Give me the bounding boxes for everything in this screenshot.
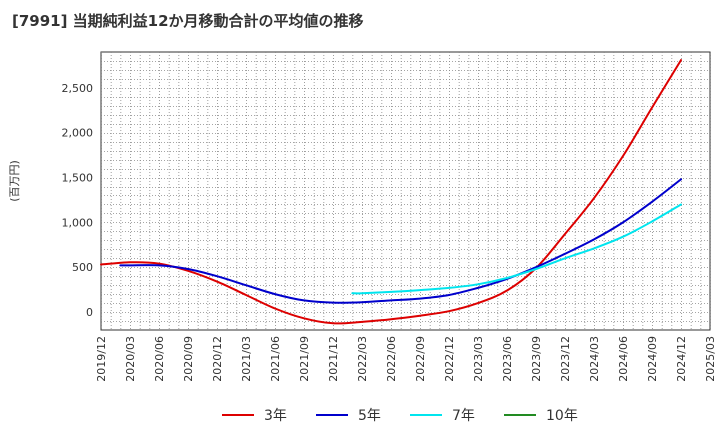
x-tick-label: 2021/09 [298, 336, 311, 382]
y-axis-label: (百万円) [8, 160, 21, 202]
x-tick-label: 2020/03 [124, 336, 137, 382]
x-tick-label: 2021/12 [327, 336, 340, 382]
x-tick-labels: 2019/12 2020/03 2020/06 2020/09 2020/12 2021/… [95, 336, 717, 382]
y-tick-label: 2,000 [62, 127, 94, 140]
x-tick-label: 2024/03 [588, 336, 601, 382]
y-tick-label: 1,000 [62, 216, 94, 229]
x-tick-label: 2022/09 [414, 336, 427, 382]
legend-label: 3年 [264, 408, 287, 424]
x-tick-label: 2020/09 [182, 336, 195, 382]
x-tick-label: 2024/06 [617, 336, 630, 382]
x-tick-label: 2023/06 [501, 336, 514, 382]
y-tick-label: 2,500 [62, 82, 94, 95]
x-tick-label: 2022/06 [385, 336, 398, 382]
series-line-5年 [119, 178, 682, 304]
x-tick-label: 2019/12 [95, 336, 108, 382]
x-tick-label: 2025/03 [704, 336, 717, 382]
x-tick-label: 2023/03 [472, 336, 485, 382]
legend-item: 7年 [410, 404, 475, 426]
y-tick-label: 1,500 [62, 172, 94, 185]
y-tick-label: 0 [86, 306, 93, 319]
legend: 3年 5年 7年 10年 [0, 404, 720, 426]
legend-item: 5年 [316, 404, 381, 426]
legend-swatch [504, 414, 536, 416]
x-tick-label: 2022/03 [356, 336, 369, 382]
legend-label: 5年 [358, 408, 381, 424]
series-line-3年 [100, 59, 682, 325]
x-tick-label: 2022/12 [443, 336, 456, 382]
x-tick-label: 2023/09 [530, 336, 543, 382]
plot-area [100, 51, 711, 331]
series-lines [100, 59, 682, 325]
legend-item: 3年 [222, 404, 287, 426]
y-tick-labels: 0 500 1,000 1,500 2,000 2,500 [62, 82, 94, 319]
legend-item: 10年 [504, 404, 578, 426]
series-line-7年 [351, 203, 682, 295]
x-tick-label: 2020/12 [211, 336, 224, 382]
x-tick-label: 2024/09 [646, 336, 659, 382]
grid-lines [101, 52, 711, 330]
legend-label: 10年 [546, 408, 578, 424]
chart-title: [7991] 当期純利益12か月移動合計の平均値の推移 [12, 12, 364, 30]
legend-label: 7年 [452, 408, 475, 424]
x-tick-label: 2021/03 [240, 336, 253, 382]
x-tick-label: 2024/12 [675, 336, 688, 382]
legend-swatch [316, 414, 348, 416]
y-tick-label: 500 [72, 261, 93, 274]
x-tick-label: 2020/06 [153, 336, 166, 382]
x-tick-label: 2023/12 [559, 336, 572, 382]
legend-swatch [222, 414, 254, 416]
x-tick-label: 2021/06 [269, 336, 282, 382]
legend-swatch [410, 414, 442, 416]
